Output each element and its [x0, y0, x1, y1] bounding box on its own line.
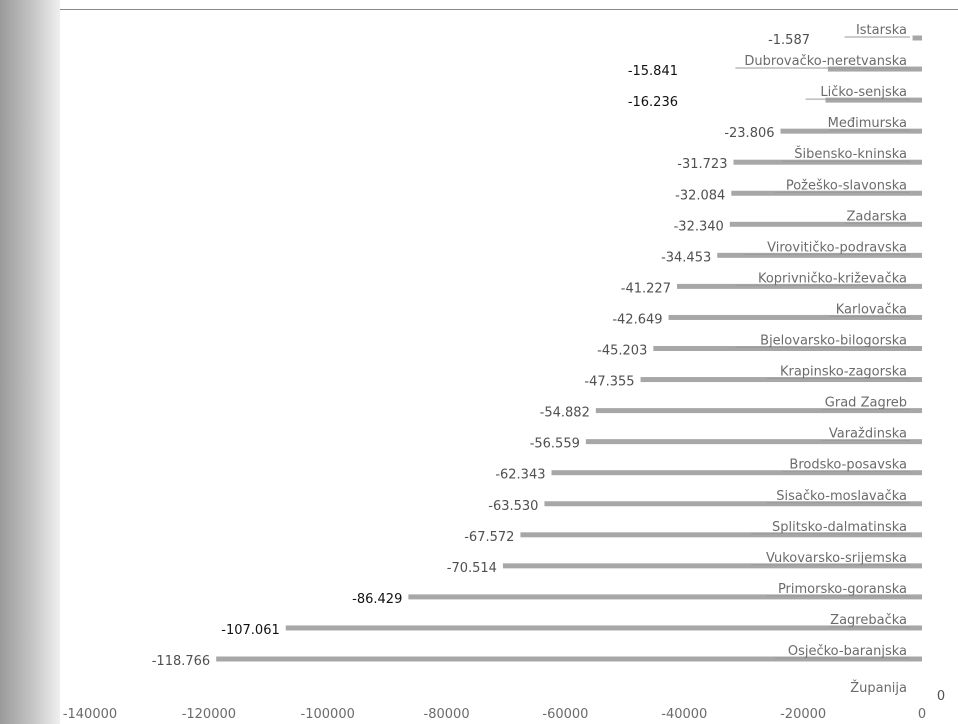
value-label: 0: [937, 689, 945, 704]
bar: [408, 594, 922, 600]
bar: [717, 252, 922, 258]
value-label: -54.882: [540, 406, 590, 421]
value-label: -67.572: [464, 530, 514, 545]
value-label: -70.514: [447, 561, 497, 576]
bar: [520, 532, 922, 538]
category-label: Šibensko-kninska: [794, 146, 907, 162]
bar: [676, 283, 922, 289]
value-label: -118.766: [152, 654, 210, 669]
bar: [731, 190, 922, 196]
category-label: Osječko-baranjska: [788, 644, 907, 659]
category-label: Grad Zagreb: [825, 396, 907, 411]
category-label: Požeško-slavonska: [786, 178, 907, 193]
value-label: -34.453: [661, 250, 711, 265]
value-label: -32.084: [675, 188, 725, 203]
bars-group: [216, 35, 923, 662]
value-label: -1.587: [768, 33, 810, 48]
category-label: Bjelovarsko-bilogorska: [760, 334, 907, 349]
category-label: Vukovarsko-srijemska: [766, 551, 907, 566]
category-label: Zagrebačka: [830, 613, 907, 628]
x-axis-ticks-group: -140000 -120000 -100000 -80000 -60000 -40000 -…: [63, 707, 926, 722]
bar: [585, 439, 922, 445]
value-label: -86.429: [352, 592, 402, 607]
category-label: Dubrovačko-neretvanska: [744, 54, 907, 69]
value-labels-group: -1.587 -15.841 -16.236 -23.806 -31.723 -32.08…: [152, 33, 945, 704]
value-label: -62.343: [495, 468, 545, 483]
category-labels-group: Istarska Dubrovačko-neretvanska Ličko-senj…: [735, 23, 910, 696]
bar: [595, 408, 922, 414]
value-label: -32.340: [674, 219, 724, 234]
category-label: Međimurska: [828, 116, 907, 131]
value-label: -63.530: [488, 499, 538, 514]
bar: [825, 97, 922, 103]
x-tick-label: -60000: [542, 707, 588, 722]
value-label: -42.649: [612, 312, 662, 327]
category-label: Karlovačka: [836, 302, 907, 317]
bar: [653, 346, 922, 351]
scan-shadow: [0, 0, 60, 724]
category-label: Ličko-senjska: [820, 85, 907, 100]
category-label: Sisačko-moslavačka: [776, 489, 907, 504]
category-label: Županija: [850, 680, 907, 696]
value-label: -16.236: [628, 95, 678, 110]
value-label: -107.061: [221, 623, 279, 638]
x-tick-label: -120000: [182, 707, 236, 722]
value-label: -47.355: [584, 375, 634, 390]
category-label: Istarska: [856, 23, 907, 38]
category-label: Zadarska: [847, 209, 907, 224]
value-label: -45.203: [597, 344, 647, 359]
bar: [285, 625, 922, 631]
bar: [551, 470, 922, 476]
x-tick-label: -80000: [424, 707, 470, 722]
bar: [780, 128, 922, 134]
bar: [216, 656, 923, 662]
bar: [544, 501, 922, 507]
x-tick-label: -40000: [661, 707, 707, 722]
category-label: Splitsko-dalmatinska: [772, 520, 907, 535]
bar: [733, 159, 922, 165]
bar: [827, 66, 922, 72]
category-label: Krapinsko-zagorska: [780, 365, 907, 380]
category-label: Virovitičko-podravska: [767, 240, 907, 255]
category-label: Varaždinska: [829, 427, 907, 442]
x-tick-label: -20000: [780, 707, 826, 722]
category-label: Brodsko-posavska: [789, 458, 907, 473]
x-tick-label: -140000: [63, 707, 117, 722]
value-label: -56.559: [530, 437, 580, 452]
value-label: -23.806: [724, 126, 774, 141]
value-label: -41.227: [621, 281, 671, 296]
x-tick-label: 0: [918, 707, 926, 722]
x-tick-label: -100000: [301, 707, 355, 722]
value-label: -31.723: [677, 157, 727, 172]
bar: [912, 35, 922, 41]
bar: [668, 314, 922, 320]
category-label: Koprivničko-križevačka: [758, 271, 907, 286]
value-label: -15.841: [628, 64, 678, 79]
chart-top-border: [60, 9, 958, 10]
bar: [729, 221, 922, 227]
bar: [640, 377, 922, 383]
bar: [502, 563, 922, 569]
category-label: Primorsko-goranska: [778, 582, 907, 597]
